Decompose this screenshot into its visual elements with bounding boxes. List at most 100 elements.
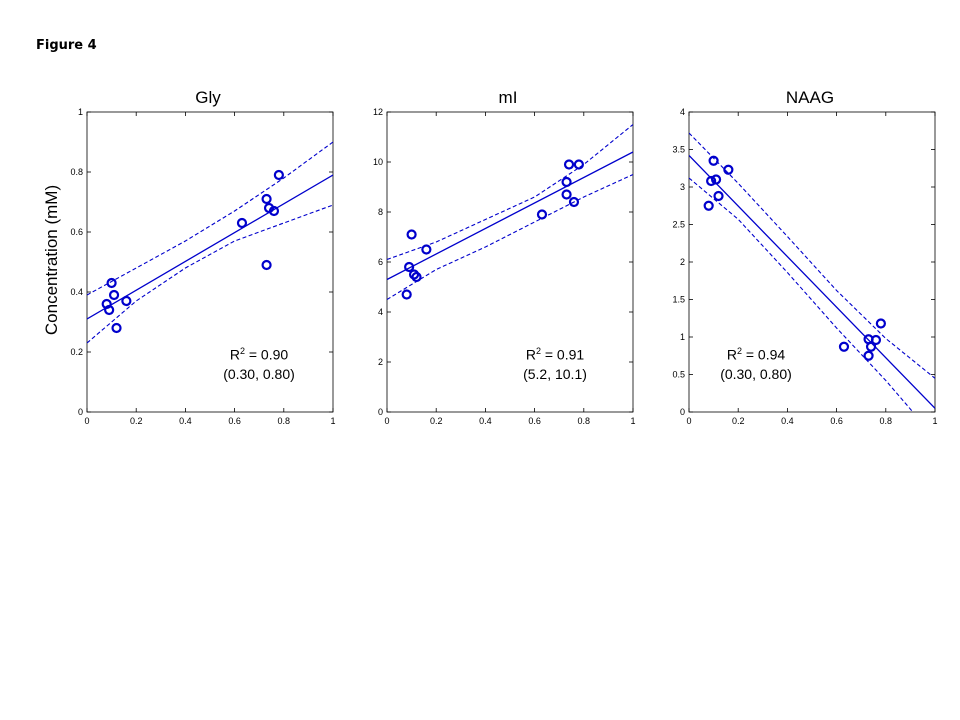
data-point [411, 271, 422, 283]
data-point [106, 277, 117, 289]
data-point [863, 350, 874, 361]
data-point [838, 341, 850, 352]
x-tick-label: 1 [330, 416, 335, 426]
y-tick-label: 0.4 [70, 287, 83, 297]
data-point [568, 196, 580, 208]
x-tick-label: 0 [84, 416, 89, 426]
data-point [706, 175, 717, 187]
plot-area [689, 132, 935, 412]
chart-naag: 0 0.2 0.4 0.6 0.8 1 0 0.5 1 1.5 2 2.5 3 3.5 4 [672, 107, 937, 426]
r2-text-mi: R2 = 0.91 [525, 346, 585, 363]
y-tick-label: 10 [373, 157, 383, 167]
data-point [104, 304, 115, 316]
data-point [406, 229, 417, 240]
data-point [273, 169, 284, 181]
data-point [261, 259, 272, 271]
ci-upper-line [87, 141, 333, 296]
data-point [573, 159, 584, 170]
data-point [536, 209, 548, 220]
y-tick-label: 3.5 [672, 145, 685, 155]
y-tick-label: 0.6 [70, 227, 83, 237]
range-text-naag: (0.30, 0.80) [720, 366, 792, 382]
data-point [713, 190, 724, 202]
panel-title-naag: NAAG [785, 88, 835, 107]
y-tick-label: 0.2 [70, 347, 83, 357]
data-point [875, 318, 886, 329]
x-tick-label: 0.2 [430, 416, 443, 426]
plot-area [387, 124, 633, 300]
y-tick-label: 0 [378, 407, 383, 417]
ci-lower-line [689, 177, 914, 412]
data-point [703, 200, 714, 211]
ci-lower-line [87, 204, 333, 344]
x-tick-label: 0.6 [228, 416, 241, 426]
y-tick-label: 0 [680, 407, 685, 417]
data-point [236, 217, 248, 229]
y-tick-label: 1 [680, 332, 685, 342]
data-point [563, 159, 575, 170]
fit-line [689, 155, 935, 409]
data-point [408, 269, 420, 280]
y-tick-label: 2 [680, 257, 685, 267]
y-tick-label: 3 [680, 182, 685, 192]
x-tick-label: 0.6 [528, 416, 541, 426]
y-tick-label: 8 [378, 207, 383, 217]
data-point [708, 155, 719, 166]
y-tick-label: 4 [378, 307, 383, 317]
ci-upper-line [387, 124, 633, 261]
data-point [401, 289, 412, 300]
data-point [404, 261, 415, 273]
x-tick-label: 0.4 [179, 416, 192, 426]
data-point [268, 205, 280, 217]
x-tick-label: 1 [932, 416, 937, 426]
data-point [111, 322, 122, 334]
x-tick-label: 0.2 [130, 416, 143, 426]
data-point [710, 174, 722, 185]
x-tick-label: 0.4 [781, 416, 794, 426]
y-tick-label: 12 [373, 107, 383, 117]
data-point [865, 341, 877, 352]
y-tick-label: 4 [680, 107, 685, 117]
x-tick-label: 0.8 [880, 416, 893, 426]
panel-title-mi: mI [498, 88, 518, 107]
y-tick-label: 2.5 [672, 220, 685, 230]
axes-box [86, 111, 334, 413]
x-tick-label: 0.8 [578, 416, 591, 426]
y-tick-label: 0.8 [70, 167, 83, 177]
y-tick-label: 1.5 [672, 295, 685, 305]
r2-text-naag: R2 = 0.94 [726, 346, 786, 363]
fit-line [87, 174, 333, 320]
x-tick-label: 0 [686, 416, 691, 426]
x-tick-label: 0.2 [732, 416, 745, 426]
data-point [108, 289, 120, 301]
y-tick-label: 0 [78, 407, 83, 417]
fit-line [387, 151, 633, 281]
panel-title-gly: Gly [195, 88, 221, 107]
y-tick-label: 2 [378, 357, 383, 367]
data-point [421, 244, 432, 255]
data-point [121, 295, 132, 307]
y-tick-label: 1 [78, 107, 83, 117]
x-tick-label: 0.8 [278, 416, 291, 426]
ci-lower-line [387, 173, 633, 300]
x-tick-label: 1 [630, 416, 635, 426]
x-tick-label: 0 [384, 416, 389, 426]
y-axis-label-container: Concentration (mM) [34, 110, 70, 410]
plot-area [87, 141, 333, 344]
range-text-gly: (0.30, 0.80) [223, 366, 295, 382]
data-point [561, 189, 572, 200]
data-point [723, 164, 734, 175]
x-tick-label: 0.4 [479, 416, 492, 426]
y-tick-label: 6 [378, 257, 383, 267]
r2-text-gly: R2 = 0.90 [229, 346, 289, 363]
x-tick-label: 0.6 [830, 416, 843, 426]
data-point [561, 176, 572, 188]
data-point [870, 334, 882, 346]
figure-label: Figure 4 [36, 38, 97, 53]
y-tick-label: 0.5 [672, 370, 685, 380]
y-axis-label: Concentration (mM) [42, 184, 61, 336]
ci-upper-line [689, 132, 935, 379]
data-point [261, 193, 272, 205]
chart-gly: 0 0.2 0.4 0.6 0.8 1 0 0.2 0.4 0.6 0.8 1 [70, 107, 335, 426]
